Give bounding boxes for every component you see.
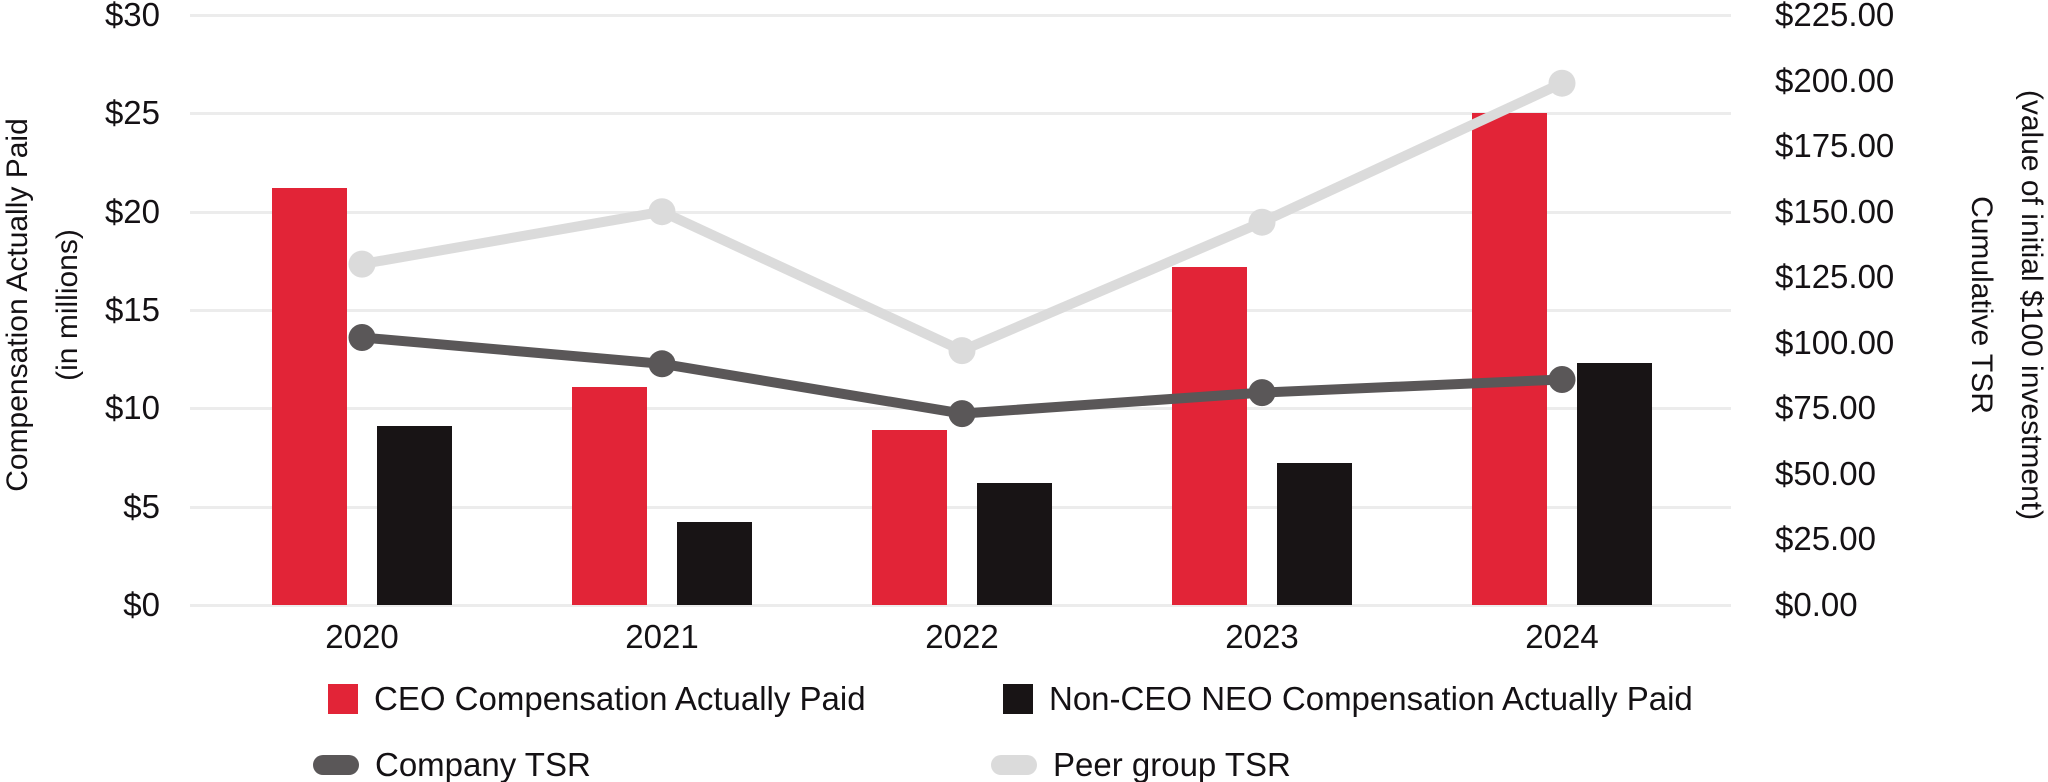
gridline [190, 112, 1731, 115]
neo-cap-bar-2022 [977, 483, 1052, 605]
x-axis-label-2021: 2021 [625, 618, 699, 655]
legend-label-neo-cap: Non-CEO NEO Compensation Actually Paid [1049, 680, 1693, 717]
legend-item-company-tsr: Company TSR [313, 748, 591, 782]
ceo-cap-bar-2024 [1472, 113, 1547, 605]
gridline [190, 14, 1731, 17]
company-tsr-point-2021 [648, 350, 676, 378]
peer-group-tsr-line [361, 78, 1565, 356]
legend-item-ceo-cap: CEO Compensation Actually Paid [328, 682, 866, 716]
neo-cap-bar-2021 [677, 522, 752, 605]
legend-label-company-tsr: Company TSR [375, 746, 591, 782]
right-axis-tick: $150.00 [1775, 193, 1895, 230]
left-axis-tick: $0 [123, 586, 160, 623]
right-axis-tick: $100.00 [1775, 324, 1895, 361]
right-axis-tick: $25.00 [1775, 520, 1876, 557]
company-tsr-point-2024 [1548, 366, 1576, 393]
gridline [190, 309, 1731, 312]
peer-group-tsr-point-2022 [948, 337, 976, 365]
gridline [190, 506, 1731, 509]
ceo-cap-bar-2020 [272, 188, 347, 605]
company-tsr-point-2020 [348, 324, 376, 351]
peer-group-tsr-point-2020 [348, 250, 376, 278]
x-axis-label-2022: 2022 [925, 618, 999, 655]
company-tsr-legend-swatch [313, 755, 359, 775]
right-axis-tick: $200.00 [1775, 62, 1895, 99]
legend-label-ceo-cap: CEO Compensation Actually Paid [374, 680, 866, 717]
right-axis-tick: $50.00 [1775, 455, 1876, 492]
ceo-cap-bar-2022 [872, 430, 947, 605]
left-axis-tick: $15 [104, 291, 160, 328]
neo-cap-legend-swatch [1003, 684, 1033, 714]
company-tsr-point-2023 [1248, 379, 1276, 407]
ceo-cap-legend-swatch [328, 684, 358, 714]
legend-item-peer-tsr: Peer group TSR [991, 748, 1291, 782]
left-axis-tick: $30 [104, 0, 160, 33]
gridline [190, 211, 1731, 214]
right-axis-tick: $75.00 [1775, 389, 1876, 426]
peer-group-tsr-point-2021 [648, 198, 676, 226]
peer-tsr-legend-swatch [991, 755, 1037, 775]
x-axis-label-2020: 2020 [325, 618, 399, 655]
left-axis-tick: $10 [104, 389, 160, 426]
right-axis-tick: $175.00 [1775, 127, 1895, 164]
legend-item-neo-cap: Non-CEO NEO Compensation Actually Paid [1003, 682, 1693, 716]
x-axis-label-2024: 2024 [1525, 618, 1599, 655]
right-axis-tick: $0.00 [1775, 586, 1858, 623]
company-tsr-point-2022 [948, 400, 976, 428]
x-axis-label-2023: 2023 [1225, 618, 1299, 655]
left-axis-tick: $25 [104, 94, 160, 131]
right-axis-tick: $125.00 [1775, 258, 1895, 295]
right-axis-tick: $225.00 [1775, 0, 1895, 33]
gridline [190, 604, 1731, 607]
legend-label-peer-tsr: Peer group TSR [1053, 746, 1291, 782]
peer-group-tsr-point-2024 [1548, 69, 1576, 97]
ceo-cap-bar-2023 [1172, 267, 1247, 605]
neo-cap-bar-2023 [1277, 463, 1352, 605]
left-axis-tick: $20 [104, 193, 160, 230]
peer-group-tsr-point-2023 [1248, 208, 1276, 236]
left-axis-tick: $5 [123, 488, 160, 525]
neo-cap-bar-2024 [1577, 363, 1652, 605]
neo-cap-bar-2020 [377, 426, 452, 605]
ceo-cap-bar-2021 [572, 387, 647, 605]
